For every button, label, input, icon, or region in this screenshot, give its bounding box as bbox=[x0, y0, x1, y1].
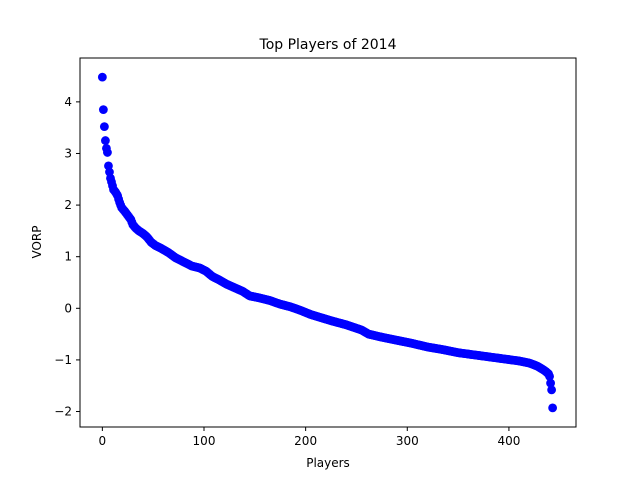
y-tick-label: −1 bbox=[54, 353, 72, 367]
data-points bbox=[97, 72, 558, 413]
data-point bbox=[99, 122, 109, 132]
data-point bbox=[546, 378, 555, 388]
plot-frame bbox=[79, 57, 577, 428]
y-tick-label: 2 bbox=[64, 198, 72, 212]
data-point bbox=[98, 105, 108, 115]
x-tick-label: 300 bbox=[396, 434, 419, 448]
data-point bbox=[103, 148, 112, 157]
x-axis-label: Players bbox=[306, 456, 350, 470]
x-tick-label: 400 bbox=[497, 434, 520, 448]
data-point bbox=[101, 136, 110, 145]
data-point bbox=[97, 72, 107, 82]
y-tick-label: 1 bbox=[64, 250, 72, 264]
y-tick-label: −2 bbox=[54, 405, 72, 419]
x-tick-label: 200 bbox=[294, 434, 317, 448]
y-tick-label: 0 bbox=[64, 301, 72, 315]
x-tick-label: 0 bbox=[99, 434, 107, 448]
y-axis-label: VORP bbox=[30, 225, 44, 258]
data-point bbox=[547, 385, 557, 395]
x-tick-label: 100 bbox=[193, 434, 216, 448]
data-point bbox=[548, 403, 558, 413]
x-axis-ticks: 0 100 200 300 400 bbox=[99, 427, 520, 448]
chart-title: Top Players of 2014 bbox=[259, 37, 397, 53]
y-tick-label: 3 bbox=[64, 146, 72, 160]
y-axis-ticks: −2 −1 0 1 2 3 4 bbox=[54, 95, 80, 419]
data-point bbox=[545, 372, 554, 381]
y-tick-label: 4 bbox=[64, 95, 72, 109]
